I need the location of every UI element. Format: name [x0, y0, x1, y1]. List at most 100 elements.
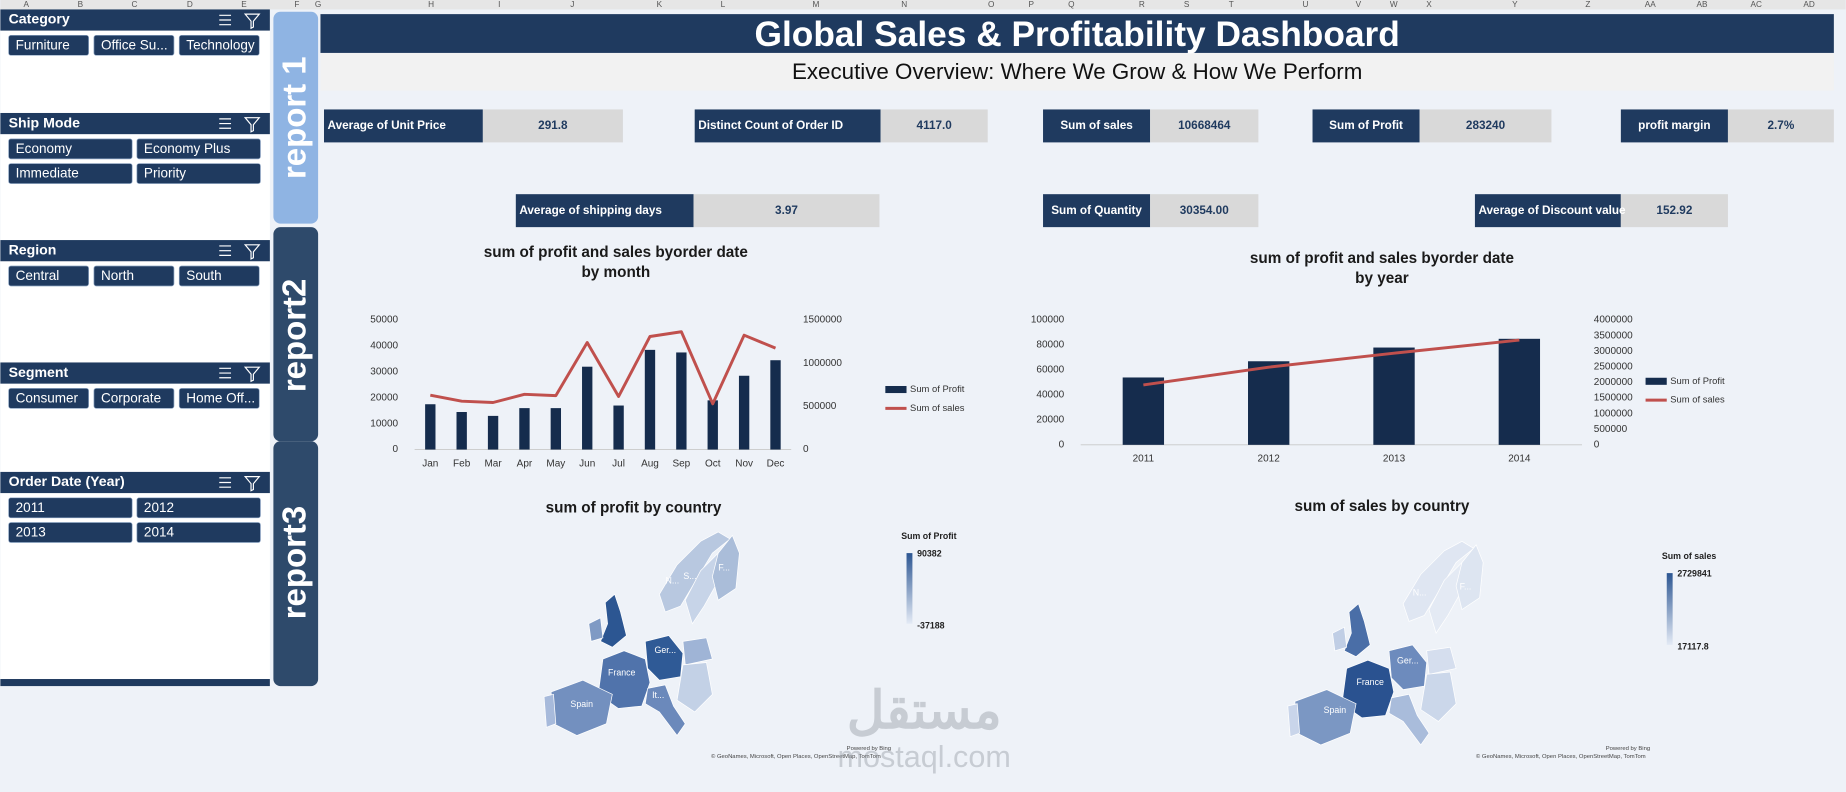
- slicer-button[interactable]: [136, 138, 261, 160]
- country-label: N...: [665, 576, 679, 586]
- slicer-item: Furniture: [16, 37, 70, 52]
- y-tick-label: 10000: [370, 418, 398, 429]
- slicer-button[interactable]: [178, 265, 260, 287]
- country: [644, 635, 684, 681]
- column-letter: AB: [1697, 0, 1708, 9]
- clear-filter-icon[interactable]: [243, 476, 261, 492]
- multi-select-icon[interactable]: [219, 14, 232, 26]
- map-legend-title: Sum of sales: [1662, 551, 1716, 561]
- slicer-button[interactable]: [136, 497, 261, 519]
- slicer-button[interactable]: [178, 387, 260, 409]
- kpi-value: 2.7%: [1768, 119, 1795, 132]
- report-tab-label: report2: [276, 279, 313, 392]
- column-letter: I: [498, 0, 500, 9]
- column-letter: D: [187, 0, 193, 9]
- slicer-panel: [0, 9, 270, 687]
- country: [1332, 626, 1348, 652]
- slicer-button[interactable]: [8, 265, 89, 287]
- country: [600, 593, 627, 648]
- y-tick-label: 80000: [1036, 340, 1064, 351]
- kpi-value: 291.8: [538, 119, 568, 132]
- slicer-header: [0, 362, 270, 384]
- y2-tick-label: 0: [803, 444, 809, 455]
- map-legend-min: 17117.8: [1677, 642, 1708, 652]
- map-powered-by: Powered by Bing: [1606, 746, 1650, 752]
- kpi-value: 10668464: [1178, 119, 1231, 132]
- y2-tick-label: 1500000: [803, 315, 842, 326]
- slicer-button[interactable]: [93, 34, 175, 56]
- country: [1287, 703, 1300, 738]
- kpi-label: profit margin: [1638, 119, 1710, 132]
- country: [682, 637, 713, 666]
- title-bar: [320, 14, 1834, 53]
- legend-label: Sum of Profit: [910, 383, 965, 394]
- x-tick-label: Mar: [484, 458, 502, 469]
- slicer-button[interactable]: [8, 163, 133, 184]
- country-label: France: [608, 667, 636, 677]
- column-letter: H: [428, 0, 434, 9]
- country: [1388, 644, 1428, 690]
- multi-select-icon[interactable]: [219, 367, 232, 379]
- kpi-label: Sum of Profit: [1329, 119, 1403, 132]
- profit-bar: [1373, 347, 1415, 445]
- slicer-button[interactable]: [8, 497, 133, 519]
- kpi-label-box: [1620, 109, 1728, 143]
- slicer-button[interactable]: [178, 34, 260, 56]
- chart-title: sum of profit and sales byorder date: [484, 244, 748, 261]
- slicer-panel-footer: [0, 679, 270, 687]
- profit-bar: [456, 412, 467, 450]
- column-letter: U: [1302, 0, 1308, 9]
- kpi-value: 283240: [1466, 119, 1506, 132]
- x-tick-label: Oct: [705, 458, 721, 469]
- slicer-button[interactable]: [8, 138, 133, 160]
- kpi-value-box: [693, 194, 880, 228]
- column-letter: F: [294, 0, 299, 9]
- slicer-item: 2013: [16, 525, 46, 540]
- slicer-button[interactable]: [93, 387, 175, 409]
- clear-filter-icon[interactable]: [243, 117, 261, 133]
- slicer-title: Segment: [9, 364, 69, 380]
- column-letter: E: [241, 0, 247, 9]
- y2-tick-label: 4000000: [1594, 315, 1633, 326]
- profit-bar: [487, 415, 499, 450]
- multi-select-icon[interactable]: [219, 245, 232, 256]
- x-tick-label: 2014: [1508, 454, 1531, 465]
- slicer-button[interactable]: [136, 522, 261, 543]
- slicer-button[interactable]: [8, 522, 133, 543]
- map-credits: © GeoNames, Microsoft, Open Places, Open…: [711, 753, 881, 760]
- slicer-button[interactable]: [136, 163, 261, 184]
- y-tick-label: 40000: [370, 341, 398, 352]
- clear-filter-icon[interactable]: [243, 244, 261, 260]
- report-tab[interactable]: [273, 441, 319, 687]
- slicer-header: [0, 240, 270, 262]
- clear-filter-icon[interactable]: [243, 366, 261, 383]
- clear-filter-icon[interactable]: [243, 13, 261, 30]
- multi-select-icon[interactable]: [219, 118, 232, 129]
- slicer-item: South: [186, 268, 221, 283]
- slicer-item: Technology: [186, 37, 255, 52]
- column-letter: V: [1356, 0, 1362, 9]
- multi-select-icon[interactable]: [219, 477, 232, 488]
- kpi-value-box: [1620, 194, 1728, 228]
- legend-label: Sum of sales: [1670, 394, 1725, 405]
- slicer-item: Economy Plus: [144, 141, 231, 156]
- column-letter: Q: [1068, 0, 1074, 9]
- column-letter: P: [1029, 0, 1035, 9]
- slicer-button[interactable]: [8, 34, 89, 56]
- report-tab[interactable]: [273, 227, 319, 442]
- report-tab[interactable]: [273, 11, 319, 224]
- y-tick-label: 40000: [1036, 390, 1064, 401]
- slicer-button[interactable]: [93, 265, 175, 287]
- country: [543, 693, 557, 728]
- slicer-item: Central: [16, 268, 60, 283]
- dashboard-subtitle: Executive Overview: Where We Grow & How …: [792, 59, 1362, 84]
- legend-swatch: [1645, 377, 1667, 385]
- kpi-label-box: [1043, 109, 1151, 143]
- x-tick-label: May: [546, 458, 565, 469]
- slicer-item: Economy: [16, 141, 73, 156]
- profit-bar: [1248, 361, 1290, 445]
- slicer-button[interactable]: [8, 387, 89, 409]
- column-letter: X: [1426, 0, 1432, 9]
- profit-bar: [582, 366, 593, 450]
- column-letter: N: [901, 0, 907, 9]
